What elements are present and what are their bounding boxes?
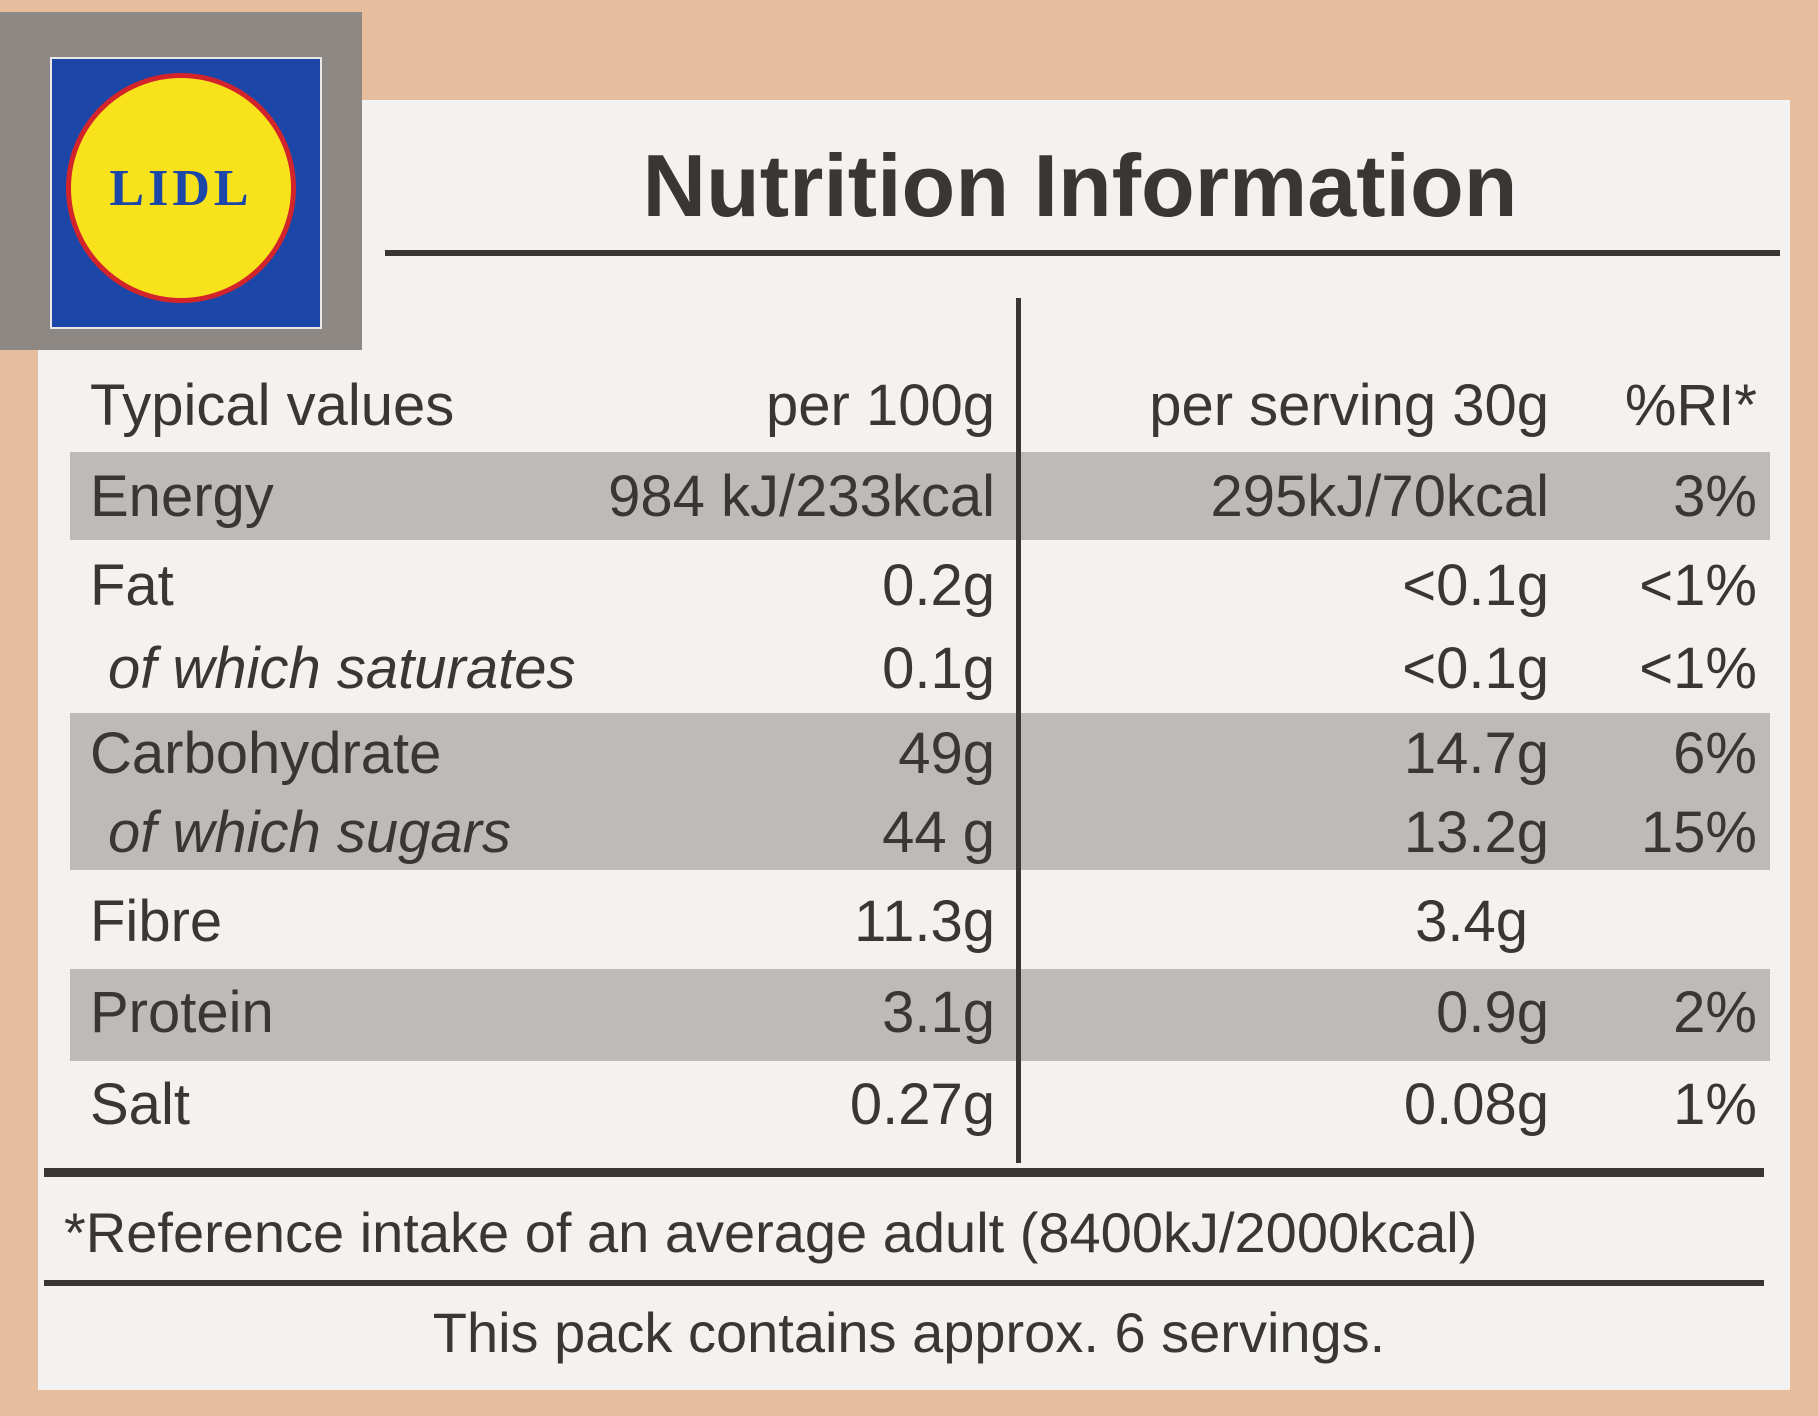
value: 3.4g	[1415, 889, 1528, 954]
row-band	[70, 713, 1770, 870]
value: 295kJ/70kcal	[1210, 464, 1549, 529]
value: 13.2g	[1403, 800, 1549, 865]
value: 11.3g	[854, 889, 995, 954]
row-band	[70, 452, 1770, 540]
title: Nutrition Information	[642, 136, 1518, 235]
column-header: Typical values	[90, 373, 455, 438]
value: 0.9g	[1436, 980, 1549, 1045]
value: 0.1g	[882, 636, 995, 701]
nutrient: of which sugars	[108, 800, 511, 865]
column-divider	[1016, 298, 1021, 1163]
logo-text: LIDL	[66, 73, 296, 303]
title-rule	[385, 250, 1780, 256]
footer-rule	[44, 1168, 1764, 1177]
nutrient: Salt	[90, 1072, 190, 1137]
footnote: *Reference intake of an average adult (8…	[64, 1201, 1478, 1264]
column-header: per serving 30g	[1149, 373, 1549, 438]
nutrient: Carbohydrate	[90, 721, 442, 786]
value: 0.2g	[882, 553, 995, 618]
value: 2%	[1673, 980, 1757, 1045]
value: 49g	[898, 721, 995, 786]
nutrient: of which saturates	[108, 636, 576, 701]
nutrient: Energy	[90, 464, 274, 529]
logo-frame: LIDL	[0, 12, 362, 350]
value: <0.1g	[1402, 636, 1549, 701]
value: 15%	[1640, 800, 1757, 865]
column-header: per 100g	[766, 373, 995, 438]
nutrient: Fibre	[90, 889, 223, 954]
value: 984 kJ/233kcal	[608, 464, 995, 529]
value: 6%	[1673, 721, 1757, 786]
value: 1%	[1673, 1072, 1757, 1137]
servings: This pack contains approx. 6 servings.	[432, 1301, 1386, 1364]
nutrient: Protein	[90, 980, 274, 1045]
value: 14.7g	[1403, 721, 1549, 786]
row-band	[70, 969, 1770, 1061]
footer-rule	[44, 1280, 1764, 1286]
value: 0.27g	[849, 1072, 995, 1137]
value: <1%	[1639, 636, 1757, 701]
value: 44 g	[882, 800, 995, 865]
value: 3%	[1673, 464, 1757, 529]
value: 0.08g	[1403, 1072, 1549, 1137]
nutrient: Fat	[90, 553, 174, 618]
logo-square: LIDL	[50, 57, 322, 329]
value: <0.1g	[1402, 553, 1549, 618]
value: 3.1g	[882, 980, 995, 1045]
value: <1%	[1639, 553, 1757, 618]
column-header: %RI*	[1624, 373, 1757, 438]
